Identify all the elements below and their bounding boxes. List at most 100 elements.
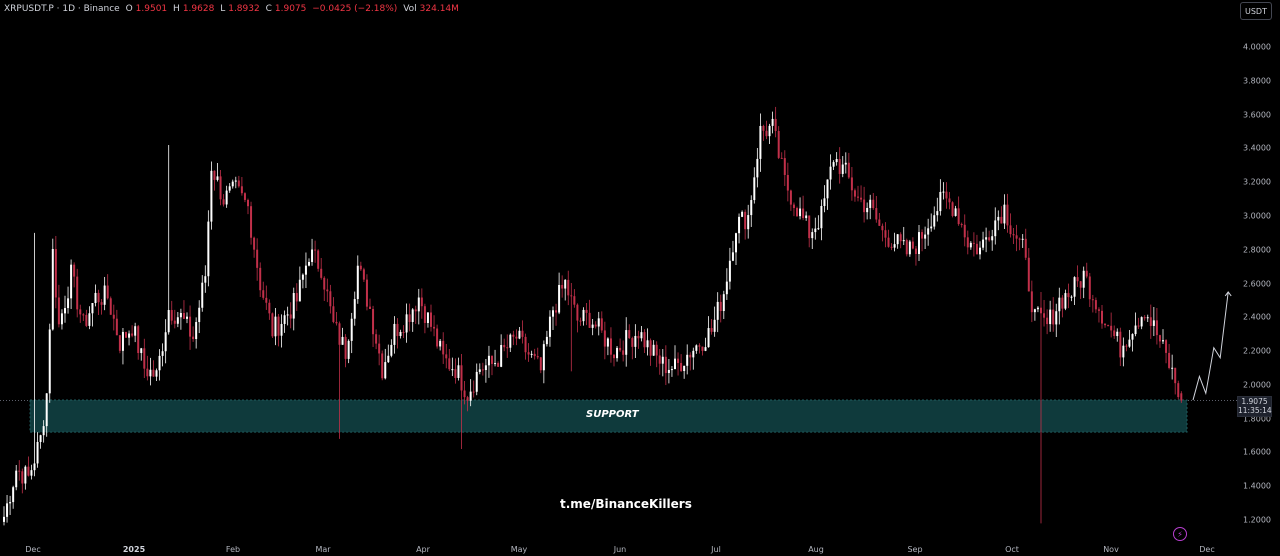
candle — [768, 123, 771, 145]
candle — [341, 327, 344, 345]
candle — [1094, 297, 1097, 314]
candle-body — [1091, 299, 1094, 301]
candle-body — [277, 316, 280, 336]
candle — [353, 291, 356, 326]
candle-body — [393, 323, 396, 345]
candle-body — [536, 356, 539, 358]
candle-body — [997, 216, 1000, 221]
candle-body — [951, 202, 954, 216]
candle — [582, 307, 585, 326]
candle-body — [1049, 309, 1052, 325]
candle — [243, 192, 246, 203]
candle-body — [356, 265, 359, 300]
candle — [289, 302, 292, 329]
price-tick-label: 3.8000 — [1243, 76, 1271, 86]
candle-body — [606, 338, 609, 347]
candle-body — [609, 338, 612, 355]
candle — [850, 166, 853, 201]
candle — [728, 247, 731, 290]
candle — [311, 238, 314, 266]
candle — [140, 347, 143, 361]
candle — [1107, 324, 1110, 327]
candle-body — [1125, 345, 1128, 347]
candle — [487, 345, 490, 378]
candle — [539, 356, 542, 374]
candle-body — [1140, 317, 1143, 327]
candle — [375, 329, 378, 350]
candle-body — [753, 177, 756, 201]
candle — [1040, 291, 1042, 524]
candle-body — [506, 347, 509, 349]
candle — [60, 309, 63, 330]
candle-body — [866, 207, 869, 213]
candle-body — [890, 246, 893, 248]
candle-body — [850, 177, 853, 191]
candle — [872, 193, 875, 210]
candle — [475, 363, 478, 396]
candle — [454, 358, 457, 384]
candle-body — [54, 249, 57, 298]
candle-body — [683, 365, 686, 372]
candle — [164, 319, 167, 364]
candle — [725, 268, 728, 300]
candle-body — [515, 336, 518, 339]
candle — [21, 468, 24, 494]
candle-body — [731, 252, 734, 261]
candle-body — [21, 471, 24, 484]
candle — [613, 354, 615, 367]
candle-body — [1043, 313, 1046, 318]
candle-body — [881, 225, 884, 231]
candle-body — [841, 164, 844, 174]
candle — [902, 226, 905, 246]
candle-body — [603, 330, 606, 347]
candle-body — [280, 323, 283, 336]
candle — [536, 347, 539, 360]
candle — [561, 275, 564, 298]
candle — [887, 229, 890, 248]
candle-body — [292, 293, 295, 319]
candle-body — [573, 296, 576, 305]
candle — [125, 331, 127, 339]
candle-body — [936, 211, 939, 216]
candle — [579, 317, 582, 326]
candle-body — [695, 345, 698, 351]
candle-body — [320, 268, 323, 278]
candle — [1043, 299, 1046, 327]
candle-body — [140, 348, 143, 354]
candle-body — [628, 330, 631, 339]
candle — [951, 201, 954, 218]
currency-button[interactable]: USDT — [1240, 2, 1272, 20]
candle-body — [417, 297, 420, 312]
candle-body — [652, 344, 655, 356]
candle — [994, 207, 997, 245]
candle-body — [1030, 291, 1033, 313]
candle — [722, 290, 725, 320]
candle-body — [426, 312, 429, 323]
candle — [210, 161, 213, 230]
candle-body — [195, 322, 198, 340]
candle-body — [927, 228, 930, 235]
candle — [399, 329, 402, 339]
candle-body — [933, 215, 936, 227]
candle-body — [317, 250, 320, 269]
candle — [27, 456, 30, 477]
candle — [378, 334, 381, 366]
candle — [1097, 307, 1100, 323]
candle — [347, 339, 350, 364]
symbol-name[interactable]: XRPUSDT.P · 1D · Binance — [4, 4, 120, 14]
candle — [292, 287, 295, 331]
candle — [960, 222, 963, 228]
candle-body — [631, 338, 634, 347]
candle-body — [991, 236, 994, 241]
candle-body — [1162, 340, 1164, 342]
candle — [33, 232, 36, 477]
candle — [985, 227, 988, 253]
candles — [3, 106, 1183, 526]
bolt-icon[interactable]: ⚡ — [1173, 527, 1187, 541]
close-value: 1.9075 — [274, 4, 307, 14]
candle — [390, 339, 393, 358]
candle — [814, 217, 817, 240]
candle-body — [500, 345, 503, 367]
candle — [1131, 333, 1134, 352]
